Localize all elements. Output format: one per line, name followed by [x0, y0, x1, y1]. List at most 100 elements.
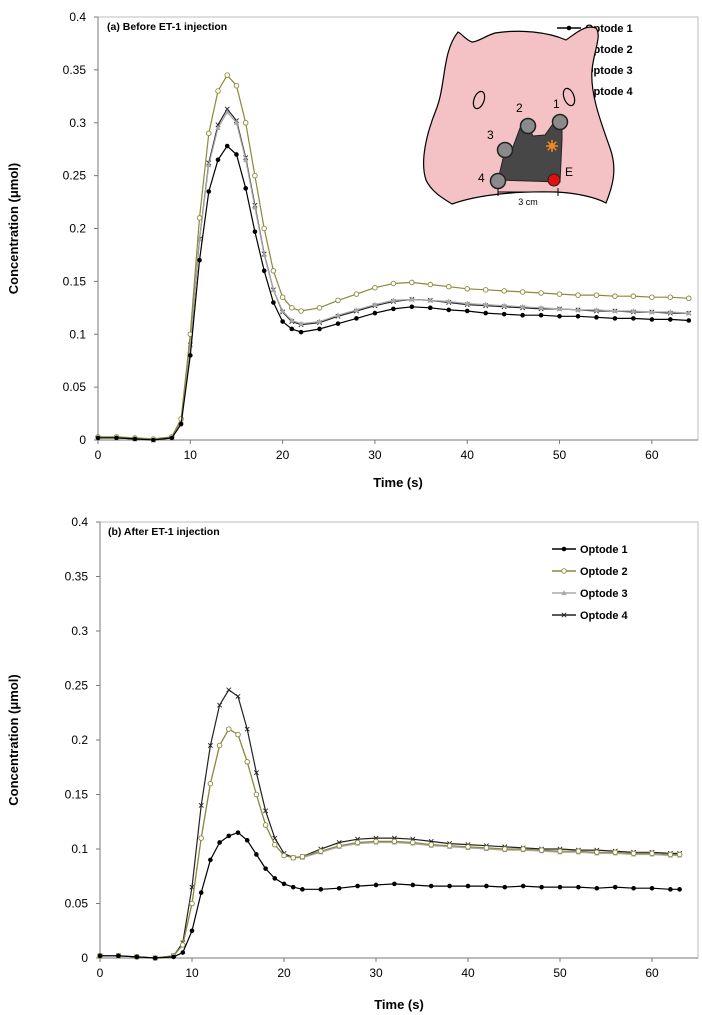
panel-a: 0 0.05 0.1 0.15 0.2 0.25 0.3 0.35 0.4 0 10 20 30 40 50…	[6, 10, 699, 490]
data-point	[226, 726, 232, 732]
data-point	[289, 326, 295, 332]
data-point	[188, 353, 193, 358]
legend-marker	[561, 568, 567, 574]
data-point	[575, 313, 581, 319]
data-point	[649, 309, 655, 315]
data-point	[116, 953, 121, 959]
data-point	[224, 72, 230, 78]
data-point	[556, 291, 563, 297]
x-tick-label: 0	[97, 966, 104, 980]
x-tick-label: 30	[368, 448, 382, 462]
data-point	[428, 883, 434, 889]
x-tick-label: 20	[277, 966, 291, 980]
y-tick-label: 0.05	[63, 380, 87, 394]
data-point	[464, 300, 470, 306]
data-point	[612, 849, 618, 856]
data-point	[197, 257, 202, 263]
data-point	[519, 303, 526, 309]
data-point	[686, 310, 692, 316]
data-point	[391, 306, 396, 312]
data-point	[263, 866, 268, 871]
scale-bar-label: 3 cm	[518, 197, 538, 207]
data-point	[281, 852, 287, 859]
data-point	[501, 288, 507, 294]
data-point	[575, 306, 581, 312]
data-point	[252, 204, 258, 210]
data-point	[298, 320, 304, 326]
data-point	[114, 435, 119, 441]
panel-title: (a) Before ET-1 injection	[107, 21, 227, 33]
data-point	[233, 119, 240, 125]
data-point	[95, 435, 101, 441]
data-point	[392, 881, 397, 887]
data-point	[206, 130, 212, 137]
data-point	[593, 306, 600, 312]
data-point	[290, 884, 296, 890]
data-point	[336, 842, 342, 849]
data-point	[594, 315, 599, 320]
data-point	[465, 844, 471, 850]
data-point	[538, 847, 545, 853]
data-point	[520, 312, 525, 318]
data-point	[557, 884, 563, 890]
data-point	[207, 780, 214, 787]
data-point	[612, 316, 618, 321]
data-point	[300, 887, 305, 892]
data-point	[409, 296, 415, 302]
right-eye-icon	[562, 87, 576, 107]
data-point	[631, 316, 636, 321]
data-point	[336, 885, 342, 891]
data-point	[253, 791, 260, 798]
data-point	[252, 229, 258, 234]
data-point	[132, 436, 138, 442]
data-point	[261, 268, 267, 274]
series-optode-2	[97, 726, 683, 961]
data-point	[630, 307, 637, 314]
data-point	[372, 284, 378, 291]
data-point	[612, 307, 618, 314]
data-point	[290, 854, 296, 861]
legend-label: Optode 3	[585, 65, 633, 77]
y-tick-label: 0.35	[65, 570, 89, 584]
data-point	[151, 437, 156, 443]
data-point	[171, 954, 176, 960]
data-point	[464, 308, 470, 314]
data-point	[180, 950, 186, 955]
data-point	[196, 215, 203, 221]
series-optode-3	[95, 109, 692, 443]
series-optode-4	[97, 687, 683, 961]
y-tick-label: 0.35	[63, 63, 87, 77]
inset-label-3: 3	[487, 128, 494, 142]
x-tick-label: 40	[461, 448, 475, 462]
series-line	[98, 145, 689, 441]
data-point	[482, 287, 489, 293]
data-point	[299, 853, 306, 860]
x-tick-label: 50	[553, 448, 567, 462]
data-point	[594, 885, 600, 891]
data-point	[169, 435, 175, 441]
data-point	[446, 298, 452, 304]
data-point	[254, 852, 259, 857]
data-point	[355, 883, 360, 889]
x-tick-label: 60	[645, 966, 659, 980]
legend-label: Optode 3	[580, 588, 628, 600]
data-point	[189, 928, 195, 934]
data-point	[520, 846, 526, 852]
data-point	[335, 312, 341, 318]
optode-1-marker	[551, 113, 569, 131]
data-point	[289, 317, 295, 323]
data-point	[243, 186, 248, 191]
data-point	[224, 143, 230, 149]
y-tick-label: 0.25	[63, 169, 87, 183]
optode-2-marker	[519, 117, 537, 135]
series-line	[100, 728, 680, 959]
data-point	[519, 289, 526, 295]
data-point	[272, 876, 278, 881]
data-point	[354, 316, 359, 321]
data-point	[318, 887, 324, 892]
data-point	[686, 295, 692, 302]
y-tick-label: 0.2	[71, 733, 88, 747]
data-point	[208, 857, 213, 863]
series-optode-2	[95, 72, 692, 442]
